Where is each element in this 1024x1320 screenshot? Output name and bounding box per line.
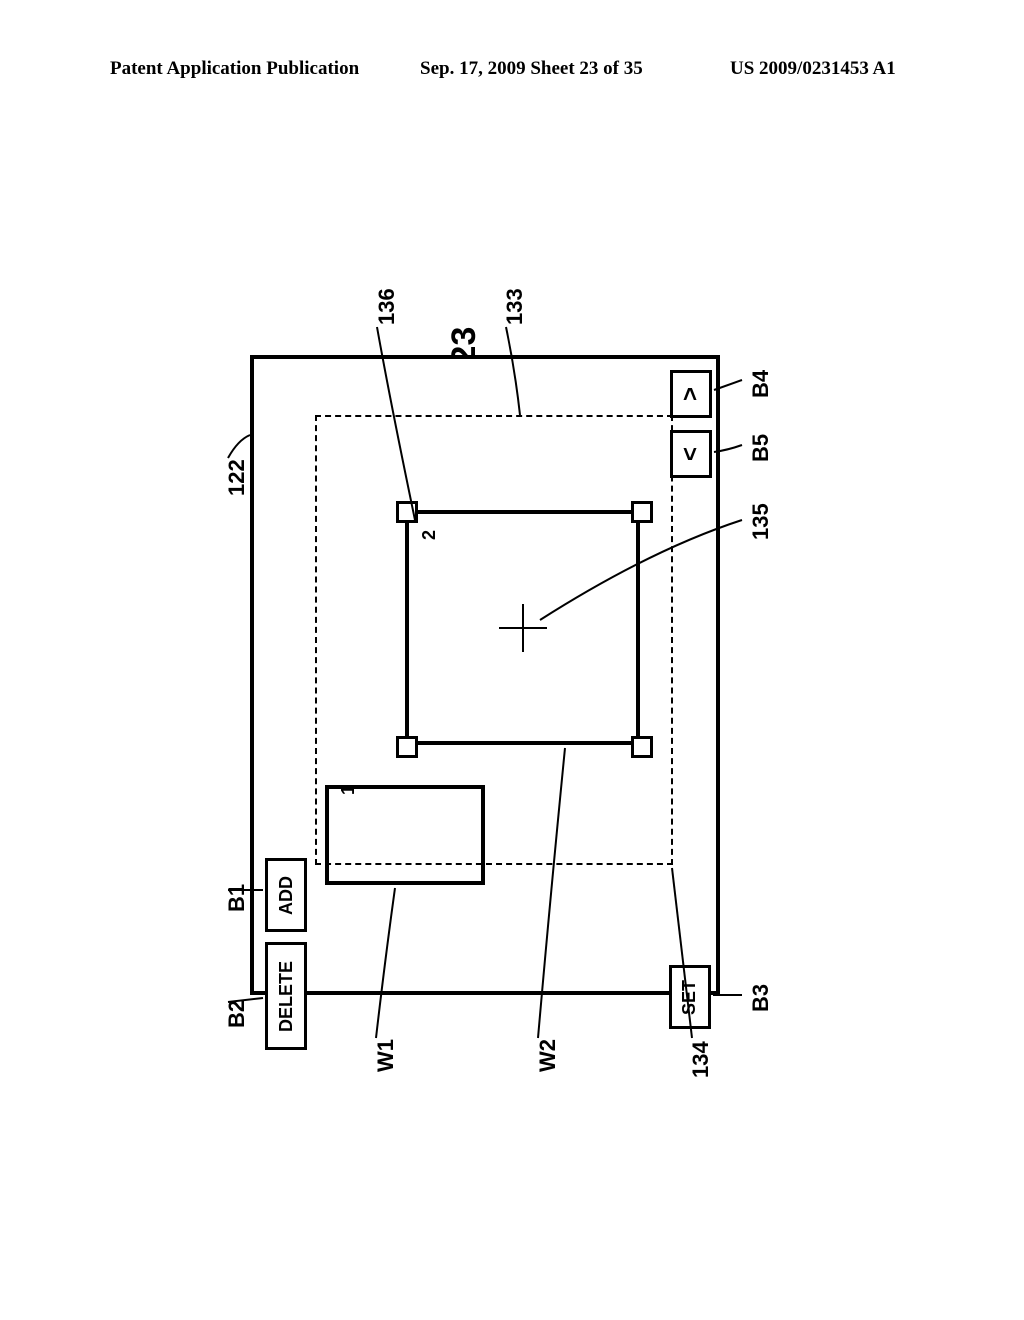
ref-b2: B2: [224, 1000, 250, 1028]
ref-b1: B1: [224, 884, 250, 912]
ref-136: 136: [374, 288, 400, 325]
header-publication: Patent Application Publication: [110, 58, 359, 80]
next-button[interactable]: >: [670, 370, 712, 418]
add-button[interactable]: ADD: [265, 858, 307, 932]
window-w2-label: 2: [419, 530, 440, 540]
set-button[interactable]: SET: [669, 965, 711, 1029]
resize-handle-tl[interactable]: [396, 501, 418, 523]
figure-23: FIG. 23 1 2 ADD DELETE SET > < 122 B1 B2…: [110, 240, 910, 1120]
resize-handle-tr[interactable]: [631, 501, 653, 523]
ref-133: 133: [502, 288, 528, 325]
ref-w1: W1: [373, 1039, 399, 1072]
ref-b5: B5: [748, 434, 774, 462]
delete-button[interactable]: DELETE: [265, 942, 307, 1050]
ref-b3: B3: [748, 984, 774, 1012]
window-w1[interactable]: [325, 785, 485, 885]
ref-b4: B4: [748, 370, 774, 398]
resize-handle-bl[interactable]: [396, 736, 418, 758]
ref-134: 134: [688, 1041, 714, 1078]
prev-button[interactable]: <: [670, 430, 712, 478]
resize-handle-br[interactable]: [631, 736, 653, 758]
ref-122: 122: [224, 459, 250, 496]
window-w1-label: 1: [338, 785, 359, 795]
header-date-sheet: Sep. 17, 2009 Sheet 23 of 35: [420, 58, 643, 80]
ref-135: 135: [748, 503, 774, 540]
header-pub-number: US 2009/0231453 A1: [730, 58, 896, 80]
ref-w2: W2: [535, 1039, 561, 1072]
crosshair-v: [522, 604, 524, 652]
